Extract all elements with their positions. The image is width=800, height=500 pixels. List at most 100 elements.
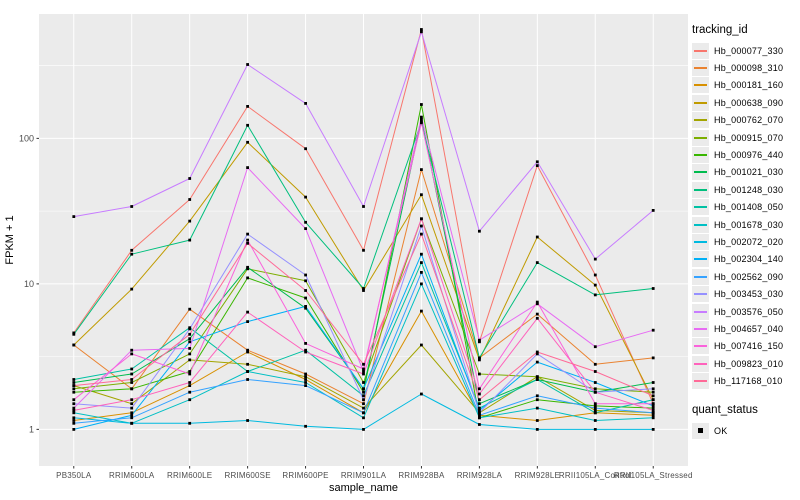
data-point [130,411,134,415]
data-point [420,232,423,236]
data-point [246,378,249,381]
legend-entry-label: Hb_001408_050 [714,202,784,213]
data-point [72,332,76,336]
data-point [188,307,192,311]
data-point [535,352,539,356]
data-point [651,406,655,410]
quant-status-legend: quant_status OK [692,404,798,439]
data-point [304,424,307,428]
data-point [246,105,249,108]
quant-legend-label: OK [714,425,728,436]
data-point [651,209,655,212]
data-point [362,398,365,402]
data-point [130,372,134,376]
legend-key-swatch [692,77,709,94]
legend-key-swatch [692,60,709,77]
data-point [304,348,307,352]
data-point [246,241,249,245]
data-point [246,370,249,373]
legend-key-swatch [692,181,709,198]
data-point [478,387,481,391]
data-point [420,168,423,171]
legend-key-swatch [692,233,709,250]
data-point [246,238,249,242]
data-point [246,265,249,269]
data-point [188,372,192,376]
data-point [246,276,249,280]
data-point [593,293,597,297]
quant-legend-entries: OK [692,422,798,439]
data-point [130,387,134,391]
legend-color-line-icon [694,171,707,174]
data-point [362,411,365,415]
legend-key-swatch [692,251,709,268]
data-point [420,121,423,125]
data-point [535,378,539,381]
data-point [362,248,365,252]
legend-color-line-icon [694,206,707,209]
data-point [420,118,423,121]
data-point [72,398,76,402]
legend-entry-Hb_001021_030: Hb_001021_030 [692,164,798,181]
x-tick-label: RRIM928LE [515,471,560,480]
legend-key-swatch [692,129,709,146]
data-point [304,375,307,379]
data-point [188,384,192,387]
data-point [246,166,249,169]
data-point [420,392,423,396]
data-point [651,381,655,384]
data-point [478,416,481,420]
data-point [478,413,481,417]
legend-color-line-icon [694,49,707,52]
data-point [535,312,539,316]
legend-color-line-icon [694,119,707,122]
data-point [651,390,655,394]
data-point [593,362,597,366]
data-point [651,402,655,406]
data-point [246,63,249,66]
data-point [188,198,192,201]
data-point [304,220,307,224]
data-point [304,350,307,354]
data-point [72,390,76,394]
data-point [304,227,307,230]
legend-entry-Hb_000077_330: Hb_000077_330 [692,42,798,59]
data-point [535,261,539,264]
data-point [304,289,307,292]
data-point [304,342,307,345]
data-point [651,287,655,290]
legend-color-line-icon [694,67,707,70]
legend-key-swatch [692,199,709,216]
legend-key-swatch [692,320,709,337]
legend-entry-Hb_000762_070: Hb_000762_070 [692,112,798,129]
data-point [420,252,423,256]
data-point [362,287,365,290]
data-point [535,160,539,164]
legend-entry-label: Hb_002562_090 [714,271,784,282]
data-point [130,416,134,420]
data-point [188,381,192,384]
x-tick-label: PB350LA [56,471,92,480]
data-point [535,419,539,422]
data-point [362,205,365,208]
data-point [593,402,597,406]
x-tick-label: RRIM600SE [224,471,270,480]
x-tick-label: RRIM928LA [457,471,503,480]
legend-entry-Hb_000638_090: Hb_000638_090 [692,94,798,111]
x-tick-label: RRII105LA_Control [559,471,632,480]
legend-entry-Hb_000181_160: Hb_000181_160 [692,77,798,94]
legend-entry-Hb_007416_150: Hb_007416_150 [692,338,798,355]
legend-key-swatch [692,216,709,233]
data-point [593,406,597,410]
legend-entry-Hb_001248_030: Hb_001248_030 [692,181,798,198]
data-point [651,411,655,415]
data-point [72,378,76,381]
data-point [651,387,655,391]
data-point [72,387,76,391]
data-point [304,305,307,308]
data-point [593,387,597,391]
legend-entry-label: Hb_000098_310 [714,63,784,74]
data-point [420,309,423,313]
data-point [478,340,481,344]
